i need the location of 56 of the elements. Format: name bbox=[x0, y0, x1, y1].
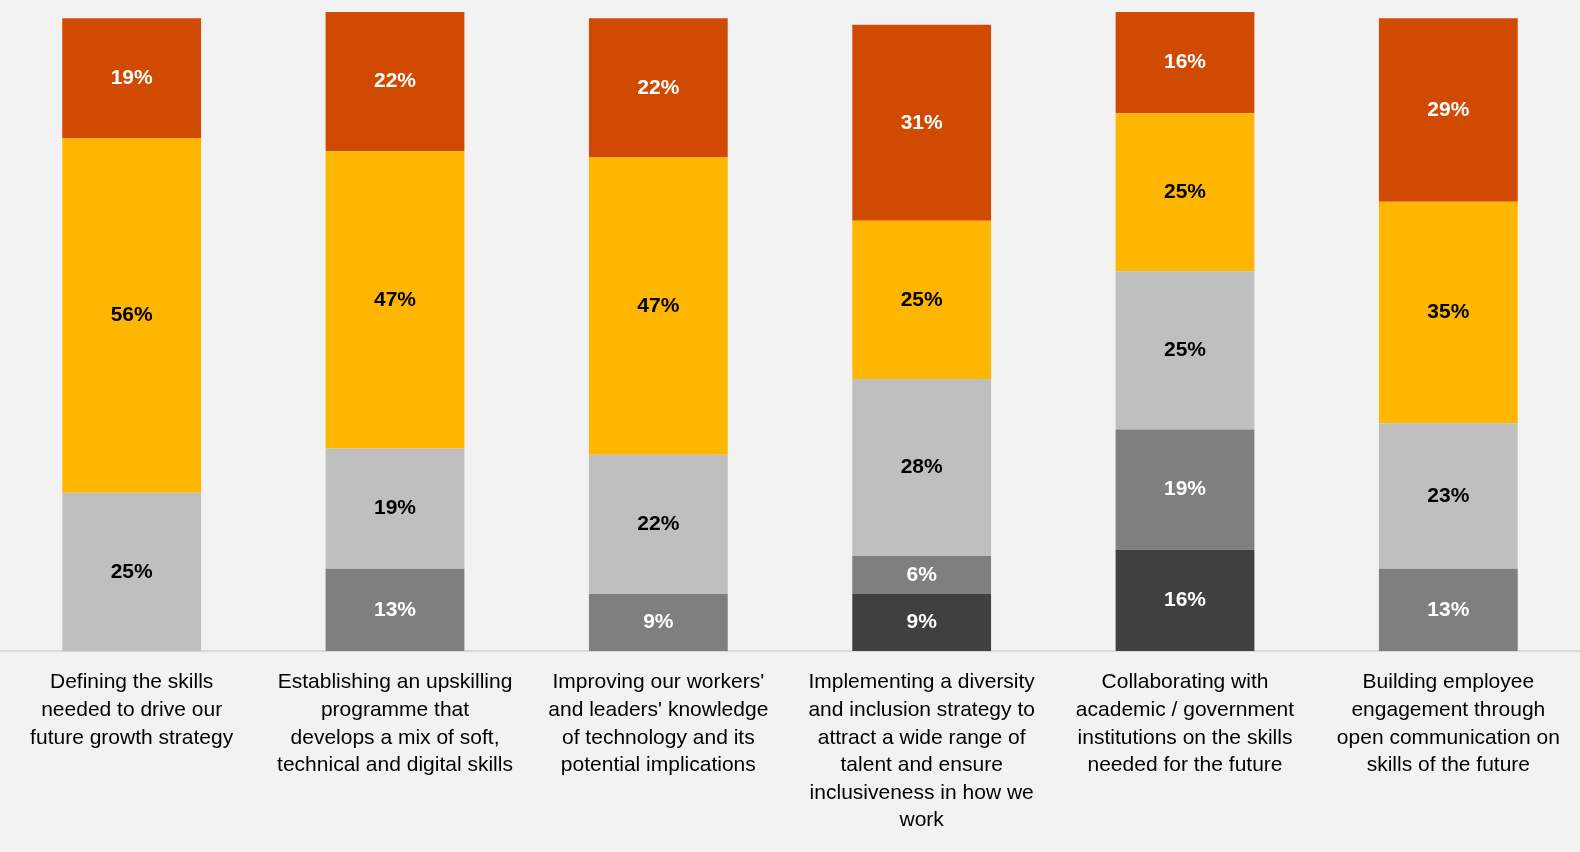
data-label: 6% bbox=[906, 561, 938, 585]
bar bbox=[1378, 18, 1518, 202]
bar bbox=[588, 594, 728, 651]
bar bbox=[325, 448, 465, 569]
bar bbox=[325, 12, 465, 152]
data-label: 31% bbox=[900, 109, 944, 133]
data-label: 25% bbox=[1163, 179, 1207, 203]
bar bbox=[852, 594, 992, 651]
data-label: 13% bbox=[1427, 596, 1470, 620]
bar bbox=[588, 18, 728, 158]
data-label: 16% bbox=[1163, 587, 1207, 611]
x-tick-label: Improving our workers' and leaders' knowledge of technology and its potential implications bbox=[548, 669, 769, 776]
data-label: 22% bbox=[637, 74, 680, 98]
data-label: 19% bbox=[110, 65, 154, 89]
x-tick-label: Building employee engagement through open communication on skills of the future bbox=[1336, 669, 1560, 776]
bar bbox=[588, 454, 728, 595]
bar bbox=[852, 378, 992, 557]
x-tick-label: Implementing a diversity and inclusion strategy to attract a wide range of talent and ensure inclusiveness in how we work bbox=[808, 669, 1036, 831]
data-label: 9% bbox=[906, 609, 938, 633]
data-label: 9% bbox=[643, 609, 674, 633]
data-label: 25% bbox=[1163, 337, 1207, 361]
data-label: 22% bbox=[373, 68, 417, 92]
bar bbox=[1115, 271, 1255, 430]
data-label: 29% bbox=[1427, 96, 1470, 120]
bar bbox=[1378, 568, 1518, 651]
data-label: 16% bbox=[1163, 49, 1207, 73]
data-label: 35% bbox=[1427, 299, 1470, 323]
data-label: 22% bbox=[637, 511, 680, 535]
x-tick-label: Defining the skills needed to drive our future growth strategy bbox=[30, 669, 234, 748]
data-label: 25% bbox=[110, 558, 154, 582]
bar bbox=[852, 24, 992, 221]
bar bbox=[62, 492, 202, 651]
bar bbox=[62, 18, 202, 139]
x-tick-label: Establishing an upskilling programme that develops a mix of soft, technical and digital skills bbox=[277, 669, 513, 776]
x-tick-label: Collaborating with academic / government institutions on the skills needed for the future bbox=[1075, 669, 1295, 776]
bar bbox=[852, 220, 992, 379]
bar bbox=[852, 556, 992, 595]
bar bbox=[325, 151, 465, 449]
bar bbox=[1378, 201, 1518, 424]
data-label: 19% bbox=[1163, 476, 1207, 500]
data-label: 47% bbox=[373, 286, 417, 310]
data-label: 23% bbox=[1427, 482, 1470, 506]
data-label: 25% bbox=[900, 286, 944, 310]
bar bbox=[588, 157, 728, 455]
data-label: 28% bbox=[900, 454, 944, 478]
data-label: 47% bbox=[637, 292, 680, 316]
data-label: 13% bbox=[373, 596, 417, 620]
bar bbox=[62, 138, 202, 493]
bar bbox=[1115, 429, 1255, 550]
bar bbox=[325, 568, 465, 651]
bar bbox=[1378, 423, 1518, 569]
bar bbox=[1115, 549, 1255, 651]
bar bbox=[1115, 12, 1255, 114]
data-label: 56% bbox=[110, 302, 154, 326]
data-label: 19% bbox=[373, 495, 417, 519]
bar bbox=[1115, 113, 1255, 272]
